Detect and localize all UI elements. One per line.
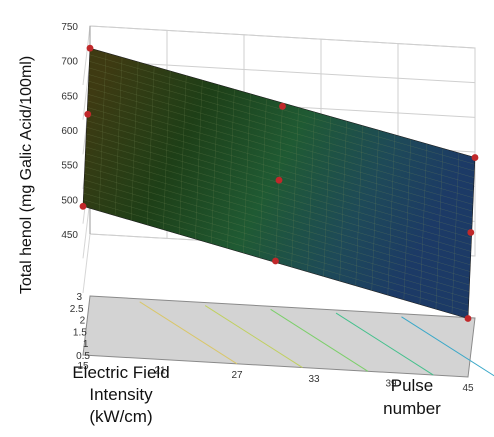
- electric-field-tick-label: 2.5: [70, 304, 84, 315]
- gridline-z-side: [82, 25, 91, 86]
- contour-line: [139, 301, 238, 365]
- electric-field-tick-label: 0.5: [76, 351, 90, 362]
- surface-mesh-line: [87, 107, 473, 219]
- data-point: [471, 154, 479, 161]
- surface-mesh-line: [83, 199, 469, 313]
- surface-mesh-line: [435, 148, 444, 310]
- surface-mesh-line: [85, 146, 471, 259]
- z-tick-label: 550: [61, 161, 78, 172]
- pulse-tick-label: 15: [77, 361, 89, 372]
- surface-mesh-line: [179, 75, 187, 235]
- pulse-tick-label: 33: [308, 374, 320, 385]
- floor-plane-fill: [82, 295, 476, 378]
- surface-mesh-line: [86, 133, 472, 245]
- surface-mesh-line: [195, 80, 203, 240]
- gridline-z-side: [82, 199, 91, 259]
- data-point: [79, 202, 87, 210]
- surface-mesh-line: [355, 125, 363, 286]
- surface-mesh-line: [162, 70, 171, 230]
- electric-field-axis-title-line1: Electric Field: [72, 363, 170, 382]
- surface-mesh-line: [86, 120, 472, 232]
- gridline-z: [89, 25, 476, 49]
- axis-ticks: 450 500 550 600 650 700 750 0.511.522.53 15 21 27 3…: [61, 22, 474, 394]
- data-point: [84, 110, 92, 118]
- data-points: [79, 44, 479, 322]
- pulse-number-axis-title-line2: number: [383, 399, 441, 418]
- data-point: [86, 44, 94, 52]
- data-point: [279, 102, 286, 110]
- surface-mesh-line: [88, 74, 474, 185]
- data-point: [467, 229, 475, 236]
- pulse-tick-label: 39: [385, 379, 397, 390]
- surface-mesh-line: [87, 113, 473, 225]
- electric-field-tick-label: 3: [76, 292, 82, 303]
- surface-mesh-line: [291, 107, 299, 268]
- surface-mesh-line: [403, 139, 412, 300]
- surface-mesh-line: [259, 98, 267, 258]
- data-point: [272, 257, 279, 265]
- contour-line: [335, 312, 434, 376]
- contour-line: [270, 308, 369, 372]
- surface-mesh-line: [89, 67, 475, 178]
- surface-mesh-line: [87, 100, 473, 212]
- surface-mesh-line: [451, 152, 460, 314]
- surface-mesh-line: [130, 61, 139, 221]
- surface-mesh-line: [88, 87, 474, 199]
- surface-mesh-line: [85, 140, 471, 252]
- surface-mesh-line: [88, 80, 474, 192]
- electric-field-tick-label: 2: [80, 316, 86, 327]
- pulse-tick-label: 27: [231, 370, 243, 381]
- surface-mesh-line: [227, 89, 235, 249]
- pulse-tick-label: 21: [154, 365, 166, 376]
- surface-mesh-line: [85, 153, 471, 266]
- z-tick-label: 650: [61, 91, 78, 102]
- electric-field-axis-title-line2: Intensity: [89, 385, 153, 404]
- floor-contours: [139, 301, 494, 377]
- electric-field-tick-label: 1.5: [73, 327, 87, 338]
- surface-mesh-line: [89, 61, 475, 172]
- contour-line: [401, 316, 494, 377]
- surface-mesh-line: [84, 159, 471, 272]
- contour-line: [204, 305, 303, 368]
- electric-field-axis-title: Electric Field Intensity (kW/cm): [36, 362, 206, 428]
- electric-field-tick-label: 1: [83, 339, 89, 350]
- surface-mesh-line: [243, 93, 251, 254]
- surface-mesh-line: [323, 116, 331, 277]
- surface-mesh-line: [98, 52, 107, 212]
- data-point: [275, 176, 283, 184]
- z-tick-label: 700: [61, 57, 78, 68]
- surface-mesh-line: [211, 84, 219, 244]
- data-point: [464, 315, 472, 322]
- gridline-z-side: [82, 233, 91, 294]
- surface-mesh-line: [84, 173, 470, 286]
- z-tick-label: 600: [61, 126, 78, 137]
- z-tick-label: 450: [61, 230, 78, 241]
- surface-mesh-line: [83, 186, 469, 299]
- gridline-z: [89, 60, 476, 84]
- z-tick-label: 750: [61, 22, 78, 33]
- surface-mesh-line: [371, 130, 379, 291]
- surface-mesh-line: [87, 94, 474, 205]
- surface-mesh-line: [339, 121, 347, 282]
- z-axis-title: Total henol (mg Galic Acid/100ml): [18, 55, 35, 295]
- surface-mesh-line: [146, 66, 155, 226]
- surface-mesh-line: [84, 179, 470, 292]
- pulse-number-axis-title: Pulse number: [352, 374, 472, 420]
- surface-mesh-line: [84, 166, 470, 279]
- surface-mesh-line: [83, 192, 469, 306]
- pulse-number-axis-title-line1: Pulse: [390, 376, 434, 395]
- electric-field-axis-title-line3: (kW/cm): [89, 407, 153, 426]
- z-tick-label: 500: [61, 195, 78, 206]
- surface-mesh-line: [114, 57, 123, 216]
- surface-mesh-line: [419, 143, 428, 305]
- surface-mesh-line: [307, 111, 315, 272]
- surface-mesh-line: [387, 134, 396, 296]
- floor-plane: [82, 295, 476, 378]
- pulse-tick-label: 45: [462, 383, 474, 394]
